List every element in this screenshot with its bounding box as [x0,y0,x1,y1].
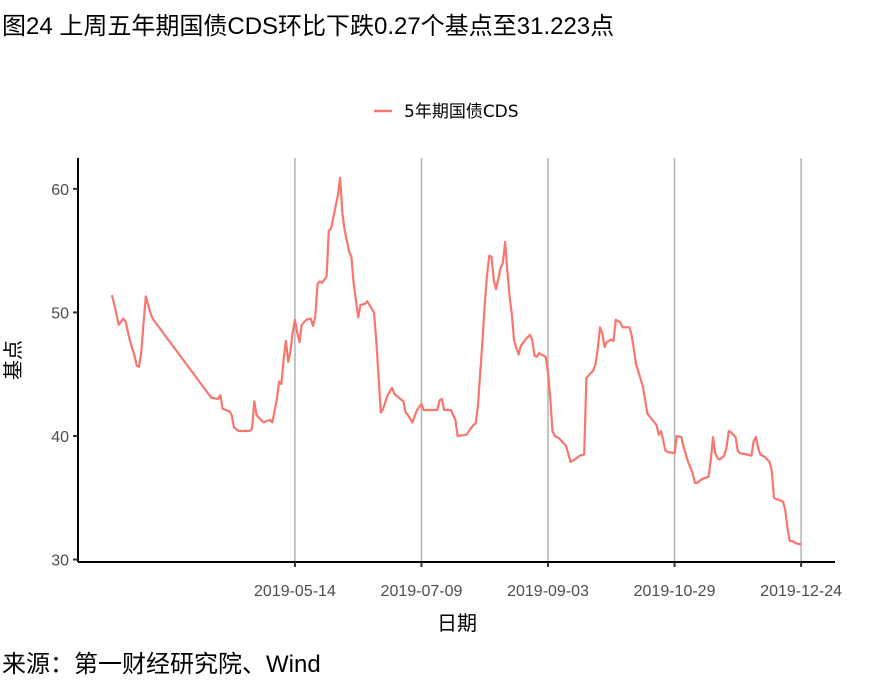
x-axis-label: 日期 [437,611,477,635]
source-note: 来源：第一财经研究院、Wind [2,651,321,678]
x-tick-label: 2019-07-09 [381,583,463,600]
x-tick-label: 2019-05-14 [254,583,336,600]
x-tick-label: 2019-09-03 [507,583,589,600]
gridlines [294,158,802,562]
legend: 5年期国债CDS [374,102,519,122]
series-line-5y-cds [110,176,802,546]
legend-label: 5年期国债CDS [404,102,519,122]
y-tick-label: 40 [51,429,69,446]
y-tick-label: 30 [51,553,69,570]
y-tick-label: 60 [51,182,69,199]
chart-title: 图24 上周五年期国债CDS环比下跌0.27个基点至31.223点 [2,13,615,40]
y-ticks: 30 40 50 60 [51,182,78,570]
y-tick-label: 50 [51,305,69,322]
x-ticks: 2019-05-14 2019-07-09 2019-09-03 2019-10-29… [254,562,842,600]
y-axis-label: 基点 [1,340,25,380]
x-tick-label: 2019-12-24 [760,583,842,600]
x-tick-label: 2019-10-29 [634,583,716,600]
